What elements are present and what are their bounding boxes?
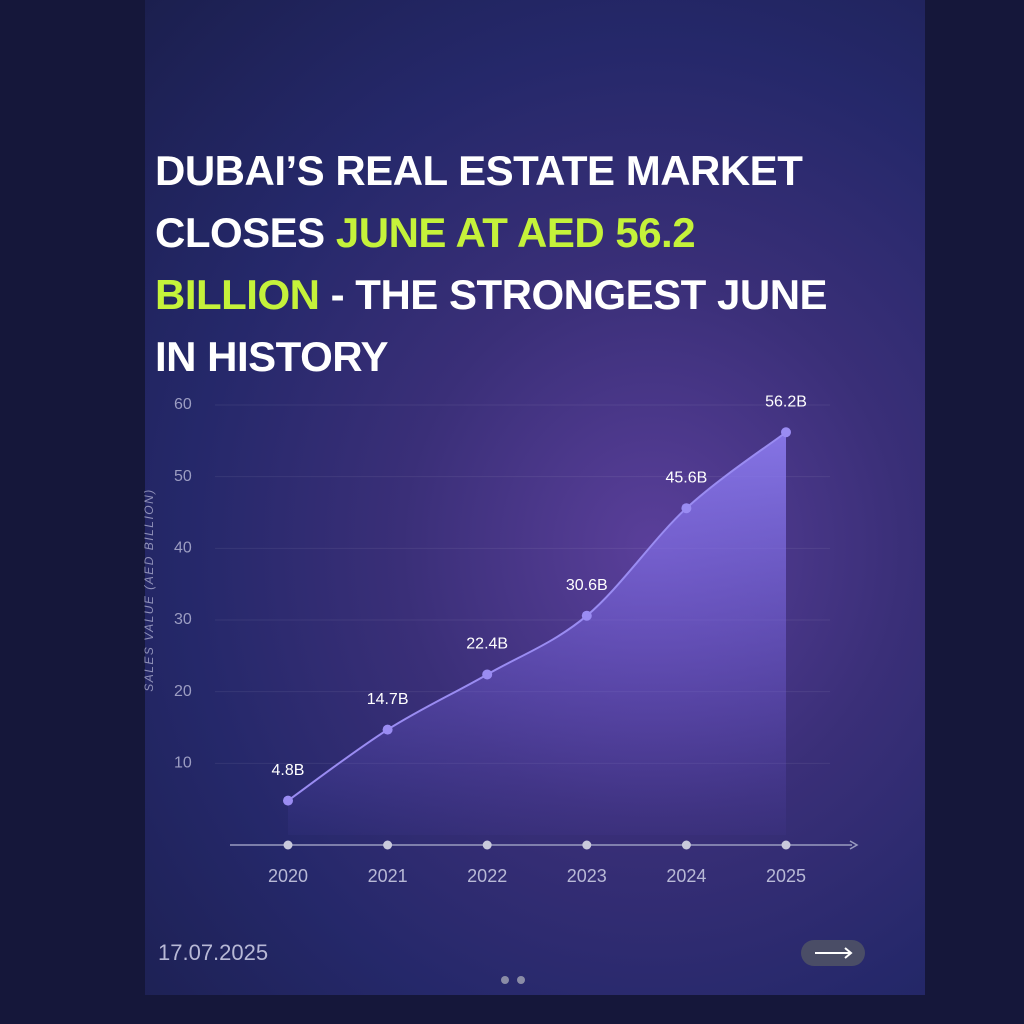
data-point [283, 795, 293, 806]
data-label: 4.8B [272, 762, 305, 779]
data-point [581, 610, 592, 621]
page-dot [501, 976, 509, 984]
x-tick [781, 840, 791, 850]
x-tick-label: 2025 [766, 866, 806, 886]
data-label: 45.6B [665, 469, 707, 486]
x-tick [681, 840, 691, 850]
data-point [482, 669, 493, 680]
x-tick [582, 840, 592, 850]
x-tick-label: 2024 [666, 866, 706, 886]
data-point [681, 503, 692, 514]
x-tick-label: 2022 [467, 866, 507, 886]
data-label: 30.6B [566, 577, 608, 594]
headline: DUBAI’S REAL ESTATE MARKET CLOSES JUNE A… [155, 140, 855, 388]
y-tick-label: 20 [174, 683, 192, 700]
date: 17.07.2025 [158, 940, 269, 965]
x-tick [383, 840, 393, 850]
y-tick-label: 50 [174, 468, 192, 485]
y-tick-label: 60 [174, 396, 192, 413]
arrow-icon [815, 947, 853, 959]
y-tick-label: 30 [174, 611, 192, 628]
x-tick [283, 840, 293, 850]
x-tick-label: 2023 [567, 866, 607, 886]
line [287, 431, 787, 802]
page-dot [517, 976, 525, 984]
axis-arrow [849, 840, 859, 850]
next-button[interactable] [801, 940, 865, 966]
data-label: 56.2B [765, 393, 807, 410]
data-point [781, 427, 791, 438]
y-tick-label: 40 [174, 540, 192, 557]
data-label: 22.4B [466, 636, 508, 653]
data-point [382, 724, 393, 735]
y-tick-label: 10 [174, 755, 192, 772]
area [288, 432, 786, 835]
data-label: 14.7B [367, 691, 409, 708]
headline-part: - THE STRONGEST JUNE IN HISTORY [155, 271, 828, 380]
x-tick-label: 2020 [268, 866, 308, 886]
x-tick [482, 840, 492, 850]
x-tick-label: 2021 [368, 866, 408, 886]
y-axis-label: SALES VALUE (AED BILLION) [142, 488, 156, 692]
headline-part: DUBAI’S REAL ESTATE MARKET CLOSES [155, 147, 803, 256]
headline-part: JUNE AT AED 56.2 BILLION [155, 209, 696, 318]
